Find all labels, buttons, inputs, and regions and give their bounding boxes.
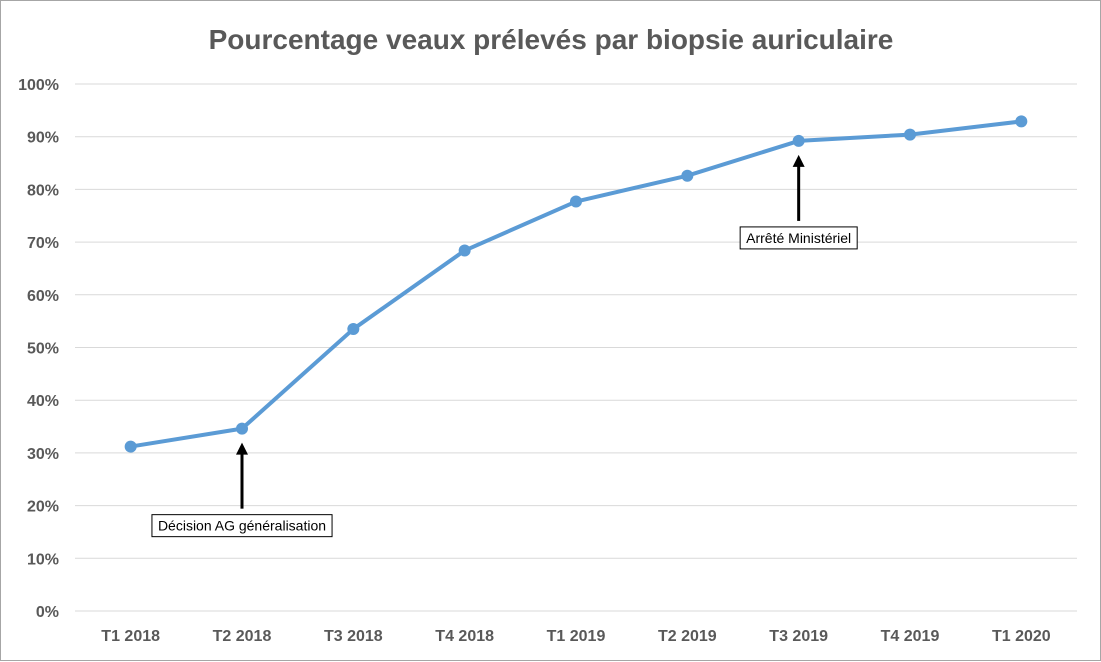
annotation-label: Arrêté Ministériel	[746, 230, 851, 246]
y-tick-label: 90%	[27, 130, 59, 147]
x-tick-label: T1 2019	[547, 628, 606, 645]
data-point	[347, 323, 360, 336]
annotation-label: Décision AG généralisation	[158, 518, 326, 534]
annotation-box	[739, 226, 858, 250]
x-tick-label: T3 2019	[769, 628, 828, 645]
data-point	[124, 440, 137, 453]
y-tick-label: 60%	[27, 288, 59, 305]
x-tick-label: T2 2019	[658, 628, 717, 645]
data-point	[904, 128, 916, 141]
annotation-arrow-head	[792, 154, 805, 167]
y-axis-ticks: 0% 10% 20% 30% 40% 50% 60% 70% 80% 90% 100%	[18, 77, 59, 621]
series-line	[128, 119, 1024, 449]
data-point	[1015, 115, 1028, 128]
x-tick-label: T3 2018	[324, 628, 383, 645]
y-tick-label: 50%	[27, 341, 59, 358]
data-point	[681, 169, 694, 182]
y-tick-label: 100%	[18, 77, 59, 94]
annotation-box	[151, 514, 333, 538]
x-tick-label: T4 2018	[435, 628, 494, 645]
y-tick-label: 80%	[27, 182, 59, 199]
annotations: Décision AG généralisation Arrêté Ministé…	[151, 154, 858, 538]
y-tick-label: 20%	[27, 499, 59, 516]
series	[124, 115, 1028, 453]
data-point	[792, 134, 805, 147]
y-tick-label: 70%	[27, 235, 59, 252]
annotation-arrow-head	[236, 442, 248, 455]
x-tick-label: T4 2019	[881, 628, 940, 645]
y-tick-label: 10%	[27, 551, 59, 568]
y-tick-label: 40%	[27, 393, 59, 410]
y-tick-label: 0%	[36, 604, 59, 621]
chart-title: Pourcentage veaux prélevés par biopsie a…	[209, 24, 894, 55]
y-tick-label: 30%	[27, 446, 59, 463]
x-tick-label: T1 2018	[101, 628, 160, 645]
data-point	[570, 195, 582, 208]
data-point	[458, 244, 471, 257]
x-axis-ticks: T1 2018 T2 2018 T3 2018 T4 2018 T1 2019 T2 20…	[101, 628, 1050, 645]
x-tick-label: T2 2018	[213, 628, 272, 645]
x-tick-label: T1 2020	[992, 628, 1051, 645]
data-point	[236, 422, 248, 435]
